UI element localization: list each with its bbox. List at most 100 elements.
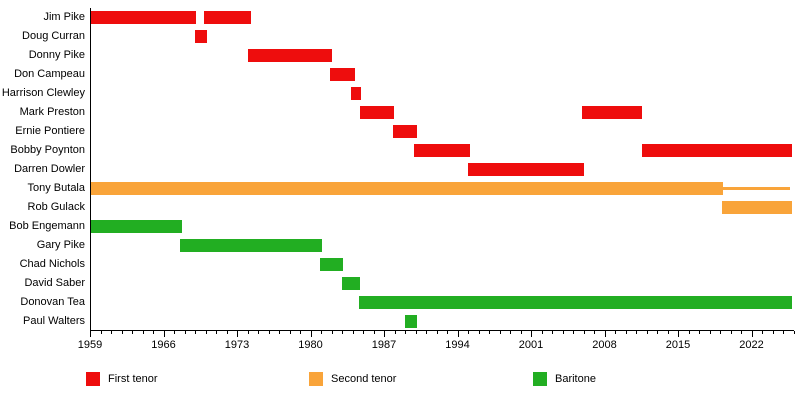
x-tick-label-1973: 1973 xyxy=(224,339,250,351)
minor-tick-1990 xyxy=(415,331,417,334)
minor-tick-1975 xyxy=(258,331,259,334)
minor-tick-1993 xyxy=(447,331,448,334)
major-tick-2008 xyxy=(604,331,606,337)
minor-tick-2003 xyxy=(552,331,553,334)
minor-tick-1960 xyxy=(100,331,102,334)
bar-jim-pike-1 xyxy=(90,11,197,24)
bar-paul-walters-1 xyxy=(405,315,417,328)
minor-tick-1991 xyxy=(426,331,427,334)
minor-tick-1986 xyxy=(373,331,375,334)
x-tick-label-2015: 2015 xyxy=(665,339,691,351)
minor-tick-1977 xyxy=(279,331,280,334)
minor-tick-2025 xyxy=(783,331,784,334)
minor-tick-2007 xyxy=(594,331,595,334)
legend-item-baritone: Baritone xyxy=(533,372,693,386)
major-tick-2022 xyxy=(751,331,753,337)
legend-label-first-tenor: First tenor xyxy=(108,373,158,385)
minor-tick-1982 xyxy=(331,331,333,334)
minor-tick-2016 xyxy=(688,331,690,334)
bar-jim-pike-2 xyxy=(204,11,251,24)
minor-tick-1995 xyxy=(468,331,469,334)
x-tick-label-2022: 2022 xyxy=(739,339,764,351)
major-tick-1994 xyxy=(457,331,459,337)
minor-tick-2011 xyxy=(636,331,637,334)
row-label-jim-pike: Jim Pike xyxy=(43,11,85,23)
minor-tick-1968 xyxy=(184,331,186,334)
bar-tony-butala-1 xyxy=(90,182,724,195)
x-tick-label-2001: 2001 xyxy=(518,339,544,351)
minor-tick-1970 xyxy=(205,331,207,334)
x-tick-label-1994: 1994 xyxy=(445,339,470,351)
bar-gary-pike-1 xyxy=(180,239,323,252)
row-label-chad-nichols: Chad Nichols xyxy=(19,258,85,270)
x-tick-label-1987: 1987 xyxy=(371,339,397,351)
minor-tick-1962 xyxy=(121,331,123,334)
bar-bobby-poynton-2 xyxy=(642,144,793,157)
legend-label-second-tenor: Second tenor xyxy=(331,373,397,385)
bar-harrison-clewley-1 xyxy=(351,87,361,100)
minor-tick-1961 xyxy=(111,331,112,334)
minor-tick-1992 xyxy=(436,331,438,334)
minor-tick-1979 xyxy=(300,331,301,334)
x-tick-label-1980: 1980 xyxy=(298,339,323,351)
minor-tick-1972 xyxy=(226,331,228,334)
minor-tick-2021 xyxy=(741,331,742,334)
minor-tick-1984 xyxy=(352,331,354,334)
minor-tick-1963 xyxy=(132,331,133,334)
row-label-don-campeau: Don Campeau xyxy=(14,68,85,80)
minor-tick-2012 xyxy=(646,331,648,334)
minor-tick-1967 xyxy=(174,331,175,334)
major-tick-1959 xyxy=(90,331,91,337)
major-tick-1966 xyxy=(163,331,165,337)
minor-tick-1969 xyxy=(195,331,196,334)
minor-tick-2020 xyxy=(730,331,732,334)
row-label-rob-gulack: Rob Gulack xyxy=(27,201,85,213)
thin-bar-tony-butala-1 xyxy=(723,187,791,190)
bar-bobby-poynton-1 xyxy=(414,144,471,157)
x-tick-label-2008: 2008 xyxy=(592,339,617,351)
minor-tick-1996 xyxy=(478,331,480,334)
bar-david-saber-1 xyxy=(342,277,360,290)
minor-tick-1983 xyxy=(342,331,343,334)
minor-tick-2002 xyxy=(541,331,543,334)
minor-tick-2006 xyxy=(583,331,585,334)
bar-doug-curran-1 xyxy=(195,30,207,43)
row-label-harrison-clewley: Harrison Clewley xyxy=(1,87,85,99)
bar-donny-pike-1 xyxy=(247,49,332,62)
row-label-bob-engemann: Bob Engemann xyxy=(9,220,85,232)
legend-swatch-first-tenor xyxy=(86,372,100,386)
minor-tick-2014 xyxy=(667,331,669,334)
minor-tick-2017 xyxy=(699,331,700,334)
major-tick-2015 xyxy=(678,331,679,337)
minor-tick-1965 xyxy=(153,331,154,334)
minor-tick-2026 xyxy=(793,331,795,334)
row-label-mark-preston: Mark Preston xyxy=(19,106,85,118)
x-tick-label-1966: 1966 xyxy=(151,339,176,351)
minor-tick-2019 xyxy=(720,331,721,334)
minor-tick-1981 xyxy=(321,331,322,334)
legend-item-second-tenor: Second tenor xyxy=(309,372,469,386)
bar-bob-engemann-1 xyxy=(90,220,183,233)
y-axis-line xyxy=(90,8,91,330)
legend-swatch-baritone xyxy=(533,372,547,386)
row-label-gary-pike: Gary Pike xyxy=(36,239,85,251)
bar-rob-gulack-1 xyxy=(722,201,793,214)
minor-tick-2004 xyxy=(562,331,564,334)
minor-tick-1964 xyxy=(142,331,144,334)
minor-tick-1978 xyxy=(289,331,291,334)
row-label-donny-pike: Donny Pike xyxy=(28,49,85,61)
major-tick-1973 xyxy=(237,331,238,337)
x-axis-line xyxy=(90,330,794,331)
minor-tick-2023 xyxy=(762,331,763,334)
row-label-david-saber: David Saber xyxy=(24,277,85,289)
minor-tick-1976 xyxy=(268,331,270,334)
row-label-tony-butala: Tony Butala xyxy=(27,182,85,194)
major-tick-1987 xyxy=(384,331,385,337)
minor-tick-2013 xyxy=(657,331,658,334)
bar-chad-nichols-1 xyxy=(319,258,344,271)
minor-tick-2000 xyxy=(520,331,522,334)
minor-tick-1999 xyxy=(510,331,511,334)
bar-darren-dowler-1 xyxy=(468,163,584,176)
minor-tick-1971 xyxy=(216,331,217,334)
